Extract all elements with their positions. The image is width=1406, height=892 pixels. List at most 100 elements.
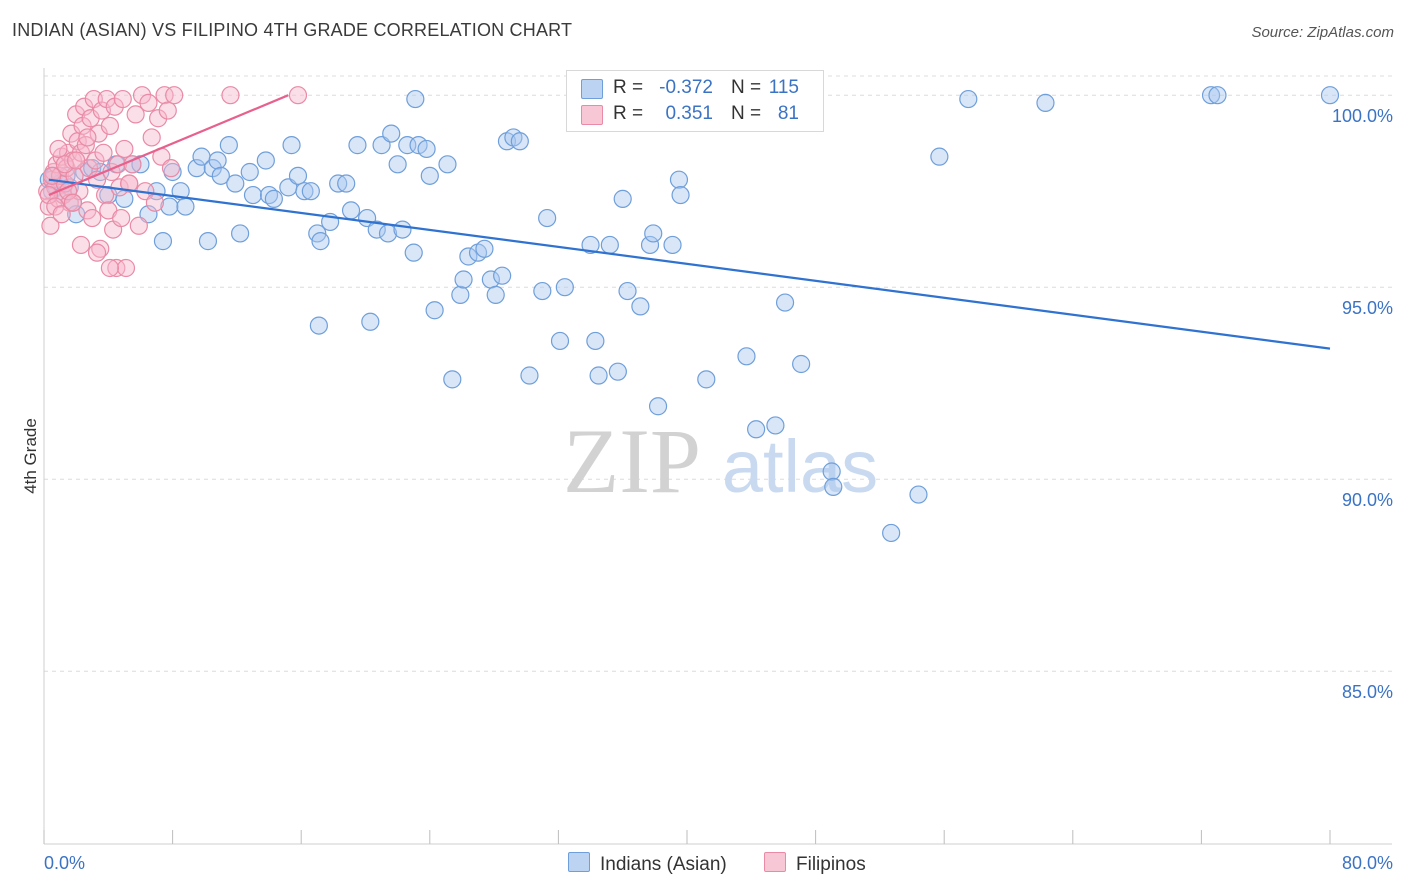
- legend-n-label: N =: [731, 103, 762, 124]
- filipinos-point: [158, 101, 177, 120]
- watermark-zip: ZIP: [563, 410, 701, 512]
- watermark: ZIP atlas: [563, 410, 878, 512]
- indians-point: [533, 281, 552, 301]
- indians-point: [930, 147, 949, 166]
- filipinos-point: [78, 128, 97, 147]
- filipinos-point: [116, 258, 136, 278]
- y-tick-label: 90.0%: [1342, 490, 1393, 510]
- filipinos-point: [115, 139, 134, 159]
- indians-point: [822, 462, 841, 481]
- indians-point: [240, 162, 259, 182]
- indians-point: [211, 166, 230, 185]
- indians-point: [1201, 86, 1221, 105]
- indians-point: [153, 232, 173, 251]
- x-tick-label: 80.0%: [1342, 853, 1393, 873]
- indians-point: [393, 220, 412, 239]
- indians-point: [475, 239, 494, 258]
- indians-point: [538, 208, 557, 228]
- indians-point: [454, 270, 473, 289]
- trend-layer: [48, 94, 1331, 350]
- legend-r-label: R =: [613, 77, 644, 98]
- indians-point: [697, 370, 716, 389]
- indians-point: [663, 235, 682, 255]
- legend-swatch-pink: [581, 105, 603, 125]
- indians-point: [671, 185, 690, 205]
- indians-point: [341, 201, 361, 220]
- indians-trend-line: [48, 178, 1331, 350]
- indians-point: [243, 185, 263, 205]
- filipinos-point: [100, 258, 120, 278]
- indians-point: [1208, 86, 1227, 105]
- indians-point: [775, 293, 795, 312]
- indians-point: [367, 220, 386, 239]
- indians-point: [493, 266, 512, 285]
- filipinos-point: [145, 193, 165, 212]
- indians-point: [613, 189, 632, 208]
- filipinos-point: [87, 243, 107, 262]
- filipinos-point: [221, 86, 240, 105]
- filipinos-point: [94, 143, 113, 162]
- indians-point: [219, 136, 238, 155]
- filipinos-trend-line: [48, 94, 289, 197]
- y-tick-label: 85.0%: [1342, 682, 1393, 702]
- indians-point: [160, 197, 179, 216]
- indians-point: [959, 89, 978, 109]
- indians-point: [824, 477, 843, 496]
- legend-r-label: R =: [613, 103, 644, 124]
- legend-row-indians: R = -0.372 N = 115: [567, 75, 823, 101]
- y-tick-label: 95.0%: [1342, 298, 1393, 318]
- source-label: Source: ZipAtlas.com: [1251, 24, 1394, 41]
- y-axis-label: 4th Grade: [21, 418, 40, 494]
- series-swatch-pink: [764, 852, 786, 872]
- tick-labels: 100.0% 95.0% 90.0% 85.0% 0.0% 80.0%: [44, 106, 1393, 873]
- series-legend-indians[interactable]: Indians (Asian): [568, 852, 727, 876]
- indians-point: [264, 189, 283, 208]
- legend-n-label: N =: [731, 77, 762, 98]
- indians-point: [348, 136, 367, 155]
- indians-point: [282, 136, 301, 155]
- indians-point: [425, 301, 444, 320]
- indians-point: [420, 166, 439, 185]
- filipinos-point: [55, 155, 74, 174]
- indians-point: [640, 235, 660, 255]
- watermark-atlas: atlas: [722, 425, 878, 508]
- series-label-indians: Indians (Asian): [600, 854, 727, 875]
- legend-r-value: -0.372: [659, 77, 713, 98]
- filipinos-point: [41, 216, 60, 235]
- legend-row-filipinos: R = 0.351 N = 81: [567, 101, 823, 127]
- indians-point: [510, 132, 529, 151]
- indians-point: [459, 247, 478, 266]
- indians-point: [406, 89, 425, 109]
- indians-point: [589, 366, 608, 385]
- indians-point: [208, 151, 227, 170]
- filipinos-point: [83, 208, 102, 228]
- indians-point: [669, 170, 689, 189]
- indians-point: [882, 523, 901, 543]
- series-legend-filipinos[interactable]: Filipinos: [764, 852, 866, 876]
- legend-r-value: 0.351: [665, 103, 713, 124]
- indians-point: [311, 232, 330, 251]
- indians-point: [520, 366, 539, 385]
- indians-point: [586, 331, 605, 351]
- legend-n-value: 115: [768, 77, 799, 98]
- filipinos-point: [120, 174, 139, 193]
- indians-point: [644, 224, 663, 243]
- indians-point: [909, 485, 928, 504]
- filipinos-point: [67, 151, 86, 170]
- points-layer: [38, 86, 1340, 543]
- indians-point: [443, 370, 462, 389]
- indians-point: [648, 397, 668, 416]
- indians-point: [737, 347, 756, 366]
- series-swatch-blue: [568, 852, 590, 872]
- indians-point: [361, 312, 380, 331]
- indians-point: [747, 420, 766, 439]
- indians-point: [198, 232, 218, 251]
- axis-layer: [43, 68, 1392, 845]
- indians-point: [231, 224, 250, 243]
- filipinos-point: [63, 193, 83, 212]
- filipinos-point: [100, 116, 120, 136]
- y-tick-label: 100.0%: [1332, 106, 1393, 126]
- filipinos-point: [87, 170, 107, 189]
- filipinos-point: [288, 86, 308, 105]
